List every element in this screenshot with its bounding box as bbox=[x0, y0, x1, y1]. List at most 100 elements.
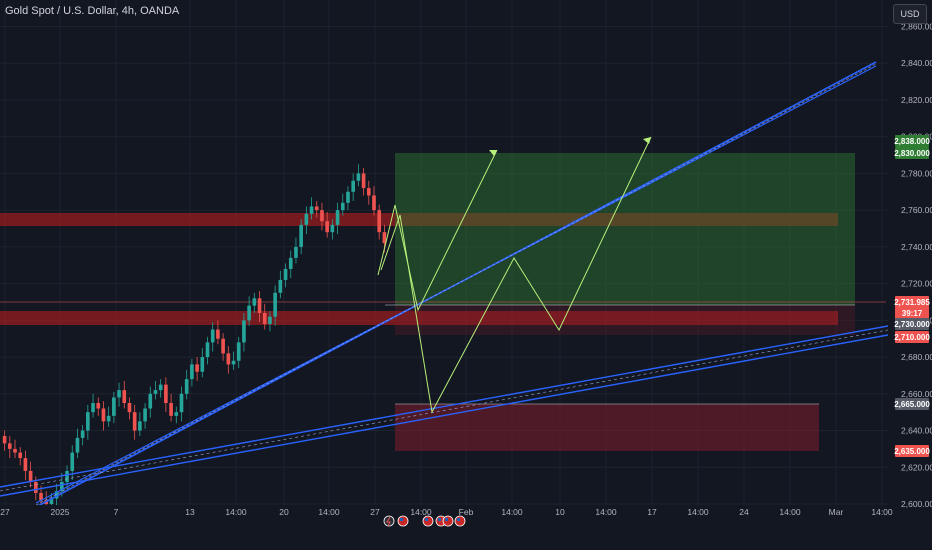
candle-body bbox=[372, 195, 376, 211]
us-flag-event-icon[interactable] bbox=[442, 515, 454, 527]
candle-body bbox=[106, 415, 111, 422]
time-axis[interactable] bbox=[0, 505, 888, 550]
price-tick-label: 2,600.000 bbox=[901, 499, 932, 509]
candle-body bbox=[7, 443, 12, 449]
us-flag-event-icon[interactable] bbox=[422, 515, 434, 527]
time-tick-label: 17 bbox=[647, 507, 657, 517]
time-axis-ticks: 27 2025 7 13 14:00 20 14:00 27 14:00 Feb 14:00 10 14… bbox=[0, 507, 893, 517]
price-label-badge bbox=[895, 147, 929, 159]
lower-trendline-1[interactable] bbox=[0, 326, 932, 497]
time-tick-label: 7 bbox=[114, 507, 119, 517]
time-tick-label: 14:00 bbox=[501, 507, 523, 517]
arrow-head-1 bbox=[489, 150, 497, 156]
candle-body bbox=[257, 298, 262, 313]
candle-body bbox=[158, 384, 163, 391]
time-tick-label: 27 bbox=[370, 507, 380, 517]
candle-body bbox=[283, 268, 288, 280]
candle-body bbox=[86, 412, 90, 431]
candle-body bbox=[335, 210, 340, 225]
candle-body bbox=[184, 379, 189, 394]
candle-body bbox=[309, 206, 314, 214]
candle-body bbox=[138, 421, 142, 431]
candle-body bbox=[346, 191, 350, 203]
price-axis-labels: 2,838.000 2,830.000 2,731.985 39:17 2,730.00… bbox=[894, 135, 930, 457]
candle-body bbox=[288, 257, 293, 269]
candle-body bbox=[23, 458, 28, 471]
price-axis[interactable] bbox=[888, 0, 932, 550]
lightning-event-icon[interactable] bbox=[383, 515, 395, 527]
candle-body bbox=[117, 390, 121, 398]
symbol-title[interactable]: Gold Spot / U.S. Dollar, 4h, OANDA bbox=[5, 5, 180, 17]
price-label-text: 2,665.000 bbox=[894, 400, 930, 409]
price-label-badge bbox=[895, 445, 929, 457]
currency-button[interactable]: USD bbox=[893, 4, 927, 24]
candle-body bbox=[18, 452, 23, 459]
price-tick-label: 2,660.000 bbox=[901, 389, 932, 399]
price-label-text: 2,830.000 bbox=[894, 149, 930, 158]
stop-loss-zone bbox=[395, 404, 819, 451]
candle-body bbox=[242, 320, 246, 343]
price-label-badge bbox=[895, 318, 929, 330]
candle-body bbox=[60, 481, 64, 492]
price-label-text: 2,838.000 bbox=[894, 137, 930, 146]
time-tick-label: 14:00 bbox=[595, 507, 617, 517]
time-tick-label: 14:00 bbox=[410, 507, 432, 517]
candle-body bbox=[28, 470, 33, 482]
price-tick-label: 2,840.000 bbox=[901, 58, 932, 68]
candle-body bbox=[294, 246, 298, 258]
candle-body bbox=[382, 232, 387, 244]
price-label-text: 2,730.000 bbox=[894, 320, 930, 329]
price-label-text: 2,731.985 bbox=[894, 298, 930, 307]
candle-body bbox=[153, 390, 158, 394]
candle-body bbox=[273, 292, 277, 317]
candle-body bbox=[205, 342, 210, 358]
us-flag-event-icon[interactable] bbox=[454, 515, 466, 527]
time-tick-label: 2025 bbox=[51, 507, 70, 517]
price-label-text: 39:17 bbox=[902, 309, 923, 318]
candle-body bbox=[91, 402, 95, 413]
candle-body bbox=[231, 360, 236, 365]
candle-body bbox=[96, 402, 101, 409]
price-label-badge bbox=[895, 398, 929, 410]
candle-body bbox=[33, 481, 38, 493]
candle-body bbox=[169, 402, 173, 416]
candle-body bbox=[221, 338, 225, 354]
time-tick-label: 13 bbox=[185, 507, 195, 517]
candle-body bbox=[361, 173, 366, 189]
time-tick-label: 14:00 bbox=[318, 507, 340, 517]
lower-trendline-2[interactable] bbox=[0, 317, 932, 488]
time-tick-label: Feb bbox=[459, 507, 474, 517]
candle-body bbox=[164, 384, 168, 403]
candle-body bbox=[236, 342, 241, 361]
main-trendline-mid bbox=[35, 63, 877, 506]
candle-body bbox=[179, 393, 184, 413]
candle-body bbox=[54, 491, 59, 499]
candle-body bbox=[195, 364, 199, 372]
candle-body bbox=[112, 397, 116, 416]
price-tick-label: 2,720.000 bbox=[901, 279, 932, 289]
candle-body bbox=[200, 357, 205, 372]
candlesticks bbox=[2, 164, 387, 512]
candle-body bbox=[75, 437, 80, 453]
main-trendline-outer[interactable] bbox=[35, 65, 877, 504]
candle-body bbox=[70, 452, 75, 471]
candle-body bbox=[304, 213, 309, 225]
time-tick-label: 14:00 bbox=[687, 507, 709, 517]
time-tick-label: 14:00 bbox=[871, 507, 893, 517]
time-tick-label: 14:00 bbox=[225, 507, 247, 517]
candle-body bbox=[299, 224, 303, 247]
price-tick-label: 2,640.000 bbox=[901, 426, 932, 436]
trendlines bbox=[0, 61, 932, 508]
candle-body bbox=[80, 430, 85, 438]
candle-body bbox=[262, 312, 267, 325]
price-tick-label: 2,620.000 bbox=[901, 462, 932, 472]
time-tick-label: Mar bbox=[829, 507, 844, 517]
candle-body bbox=[2, 436, 7, 444]
candle-body bbox=[190, 364, 194, 380]
candle-body bbox=[268, 316, 272, 325]
resistance-zone-lower bbox=[0, 311, 838, 325]
us-flag-event-icon[interactable] bbox=[397, 515, 409, 527]
price-label-text: 2,635.000 bbox=[894, 447, 930, 456]
time-tick-label: 20 bbox=[279, 507, 289, 517]
